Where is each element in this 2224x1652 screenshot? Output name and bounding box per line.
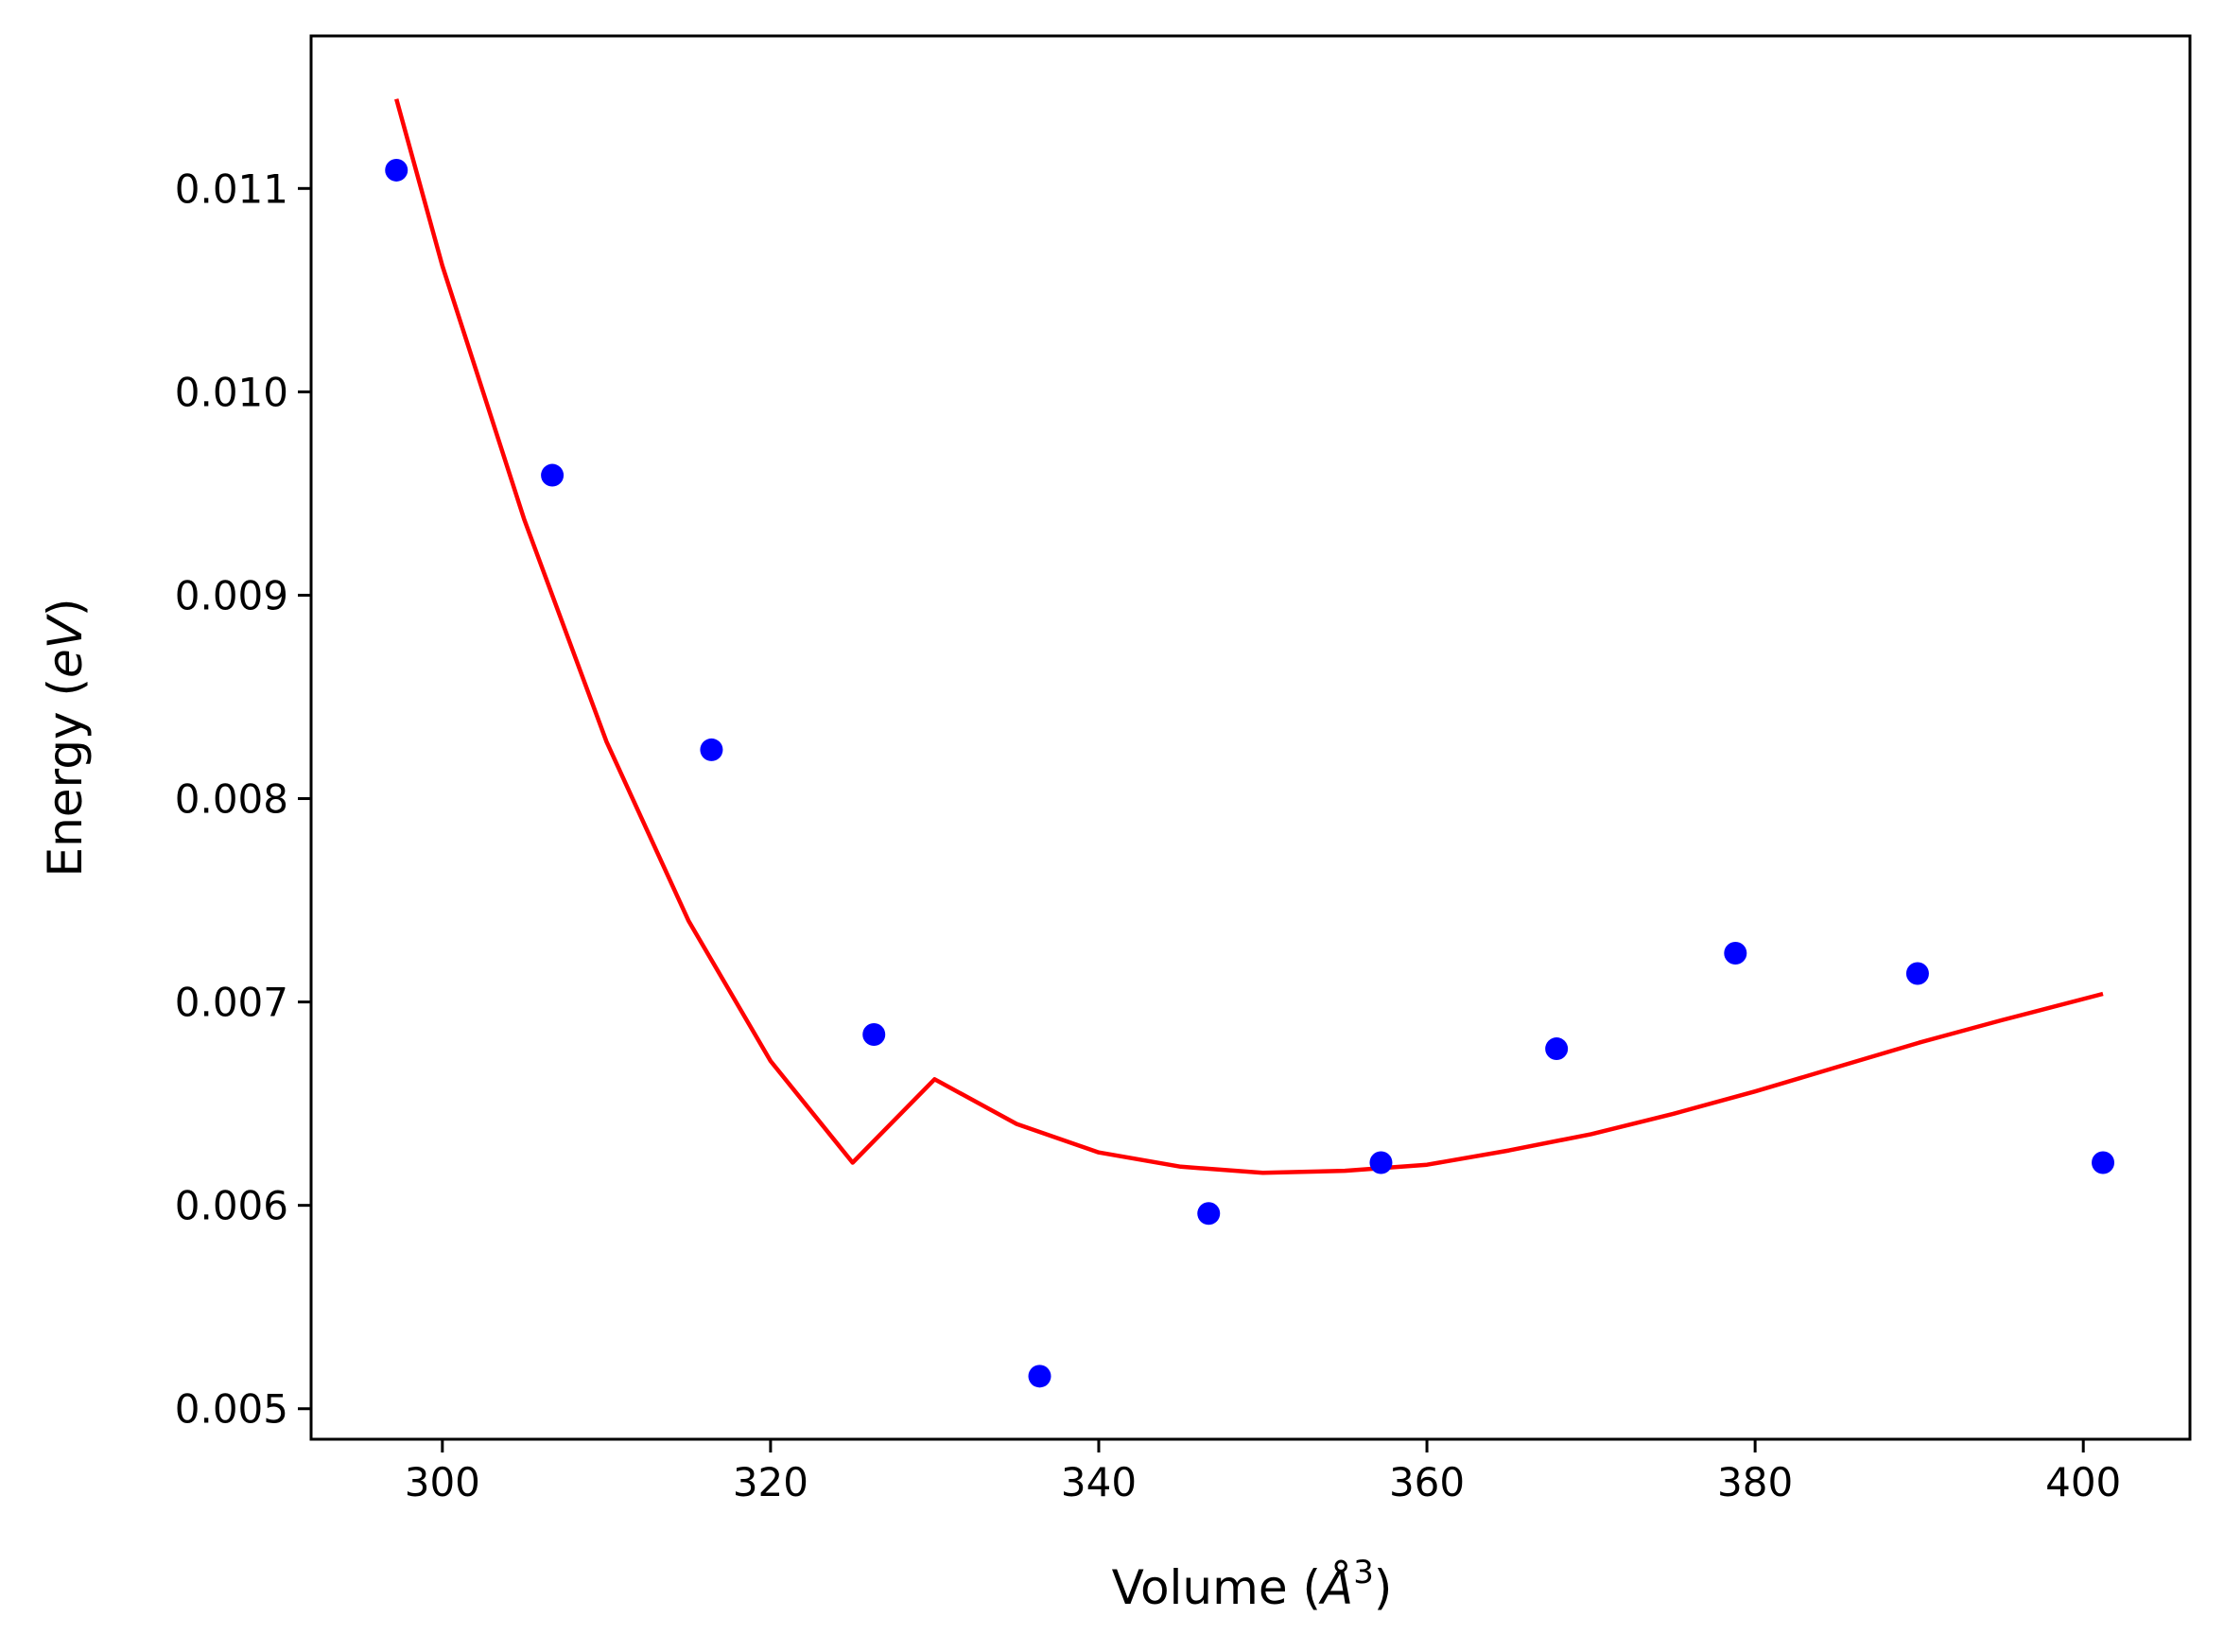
- data-point: [1905, 962, 1929, 985]
- y-tick-label: 0.005: [175, 1386, 288, 1433]
- data-point: [1369, 1151, 1393, 1174]
- data-point: [385, 158, 408, 182]
- data-point: [2092, 1151, 2115, 1174]
- y-tick-label: 0.007: [175, 980, 288, 1026]
- x-axis-label: Volume (Å3): [1112, 1554, 1393, 1615]
- x-axis: 300 320 340 360 380 400: [405, 1439, 2121, 1505]
- x-tick-label: 320: [733, 1459, 808, 1505]
- x-tick-label: 340: [1061, 1459, 1137, 1505]
- data-point: [541, 463, 565, 487]
- data-point: [1545, 1037, 1569, 1061]
- x-tick-label: 400: [2045, 1459, 2121, 1505]
- y-tick-label: 0.006: [175, 1183, 288, 1229]
- y-tick-label: 0.011: [175, 165, 288, 212]
- x-tick-label: 380: [1717, 1459, 1793, 1505]
- y-tick-label: 0.008: [175, 776, 288, 823]
- fit-curve: [394, 98, 2104, 1175]
- y-tick-label: 0.010: [175, 369, 288, 415]
- plot-area: [385, 98, 2115, 1388]
- data-point: [700, 738, 723, 761]
- y-tick-label: 0.009: [175, 572, 288, 618]
- data-point: [1724, 941, 1747, 965]
- y-axis-label: Energy (eV): [38, 599, 93, 878]
- data-point: [862, 1023, 886, 1047]
- data-point: [1028, 1365, 1051, 1388]
- y-axis: 0.005 0.006 0.007 0.008 0.009 0.010 0.011: [175, 165, 311, 1433]
- data-point: [1197, 1202, 1221, 1226]
- x-tick-label: 360: [1389, 1459, 1465, 1505]
- plot-frame: [309, 34, 2192, 1441]
- x-tick-label: 300: [405, 1459, 480, 1505]
